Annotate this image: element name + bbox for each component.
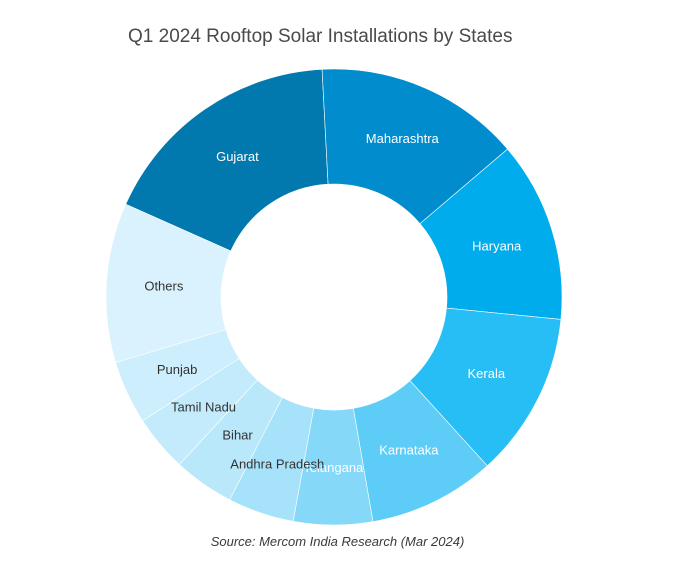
label-haryana: Haryana <box>472 239 522 254</box>
slice-gujarat <box>125 68 329 252</box>
label-gujarat: Gujarat <box>216 149 259 164</box>
donut-slices <box>105 68 563 526</box>
slice-maharashtra <box>321 68 508 225</box>
label-bihar: Bihar <box>222 427 253 442</box>
label-andhra-pradesh: Andhra Pradesh <box>230 456 324 471</box>
label-others: Others <box>144 279 184 294</box>
slice-labels: Gujarat Maharashtra Haryana Kerala Karnataka… <box>144 131 522 475</box>
label-tamil-nadu: Tamil Nadu <box>171 399 236 414</box>
label-maharashtra: Maharashtra <box>366 131 440 146</box>
slice-others <box>105 203 232 363</box>
label-punjab: Punjab <box>157 362 197 377</box>
label-karnataka: Karnataka <box>379 443 439 458</box>
chart-title: Q1 2024 Rooftop Solar Installations by S… <box>128 26 513 47</box>
chart-source: Source: Mercom India Research (Mar 2024) <box>210 534 465 549</box>
label-kerala: Kerala <box>468 366 506 381</box>
label-telangana: Telangana <box>303 460 364 475</box>
